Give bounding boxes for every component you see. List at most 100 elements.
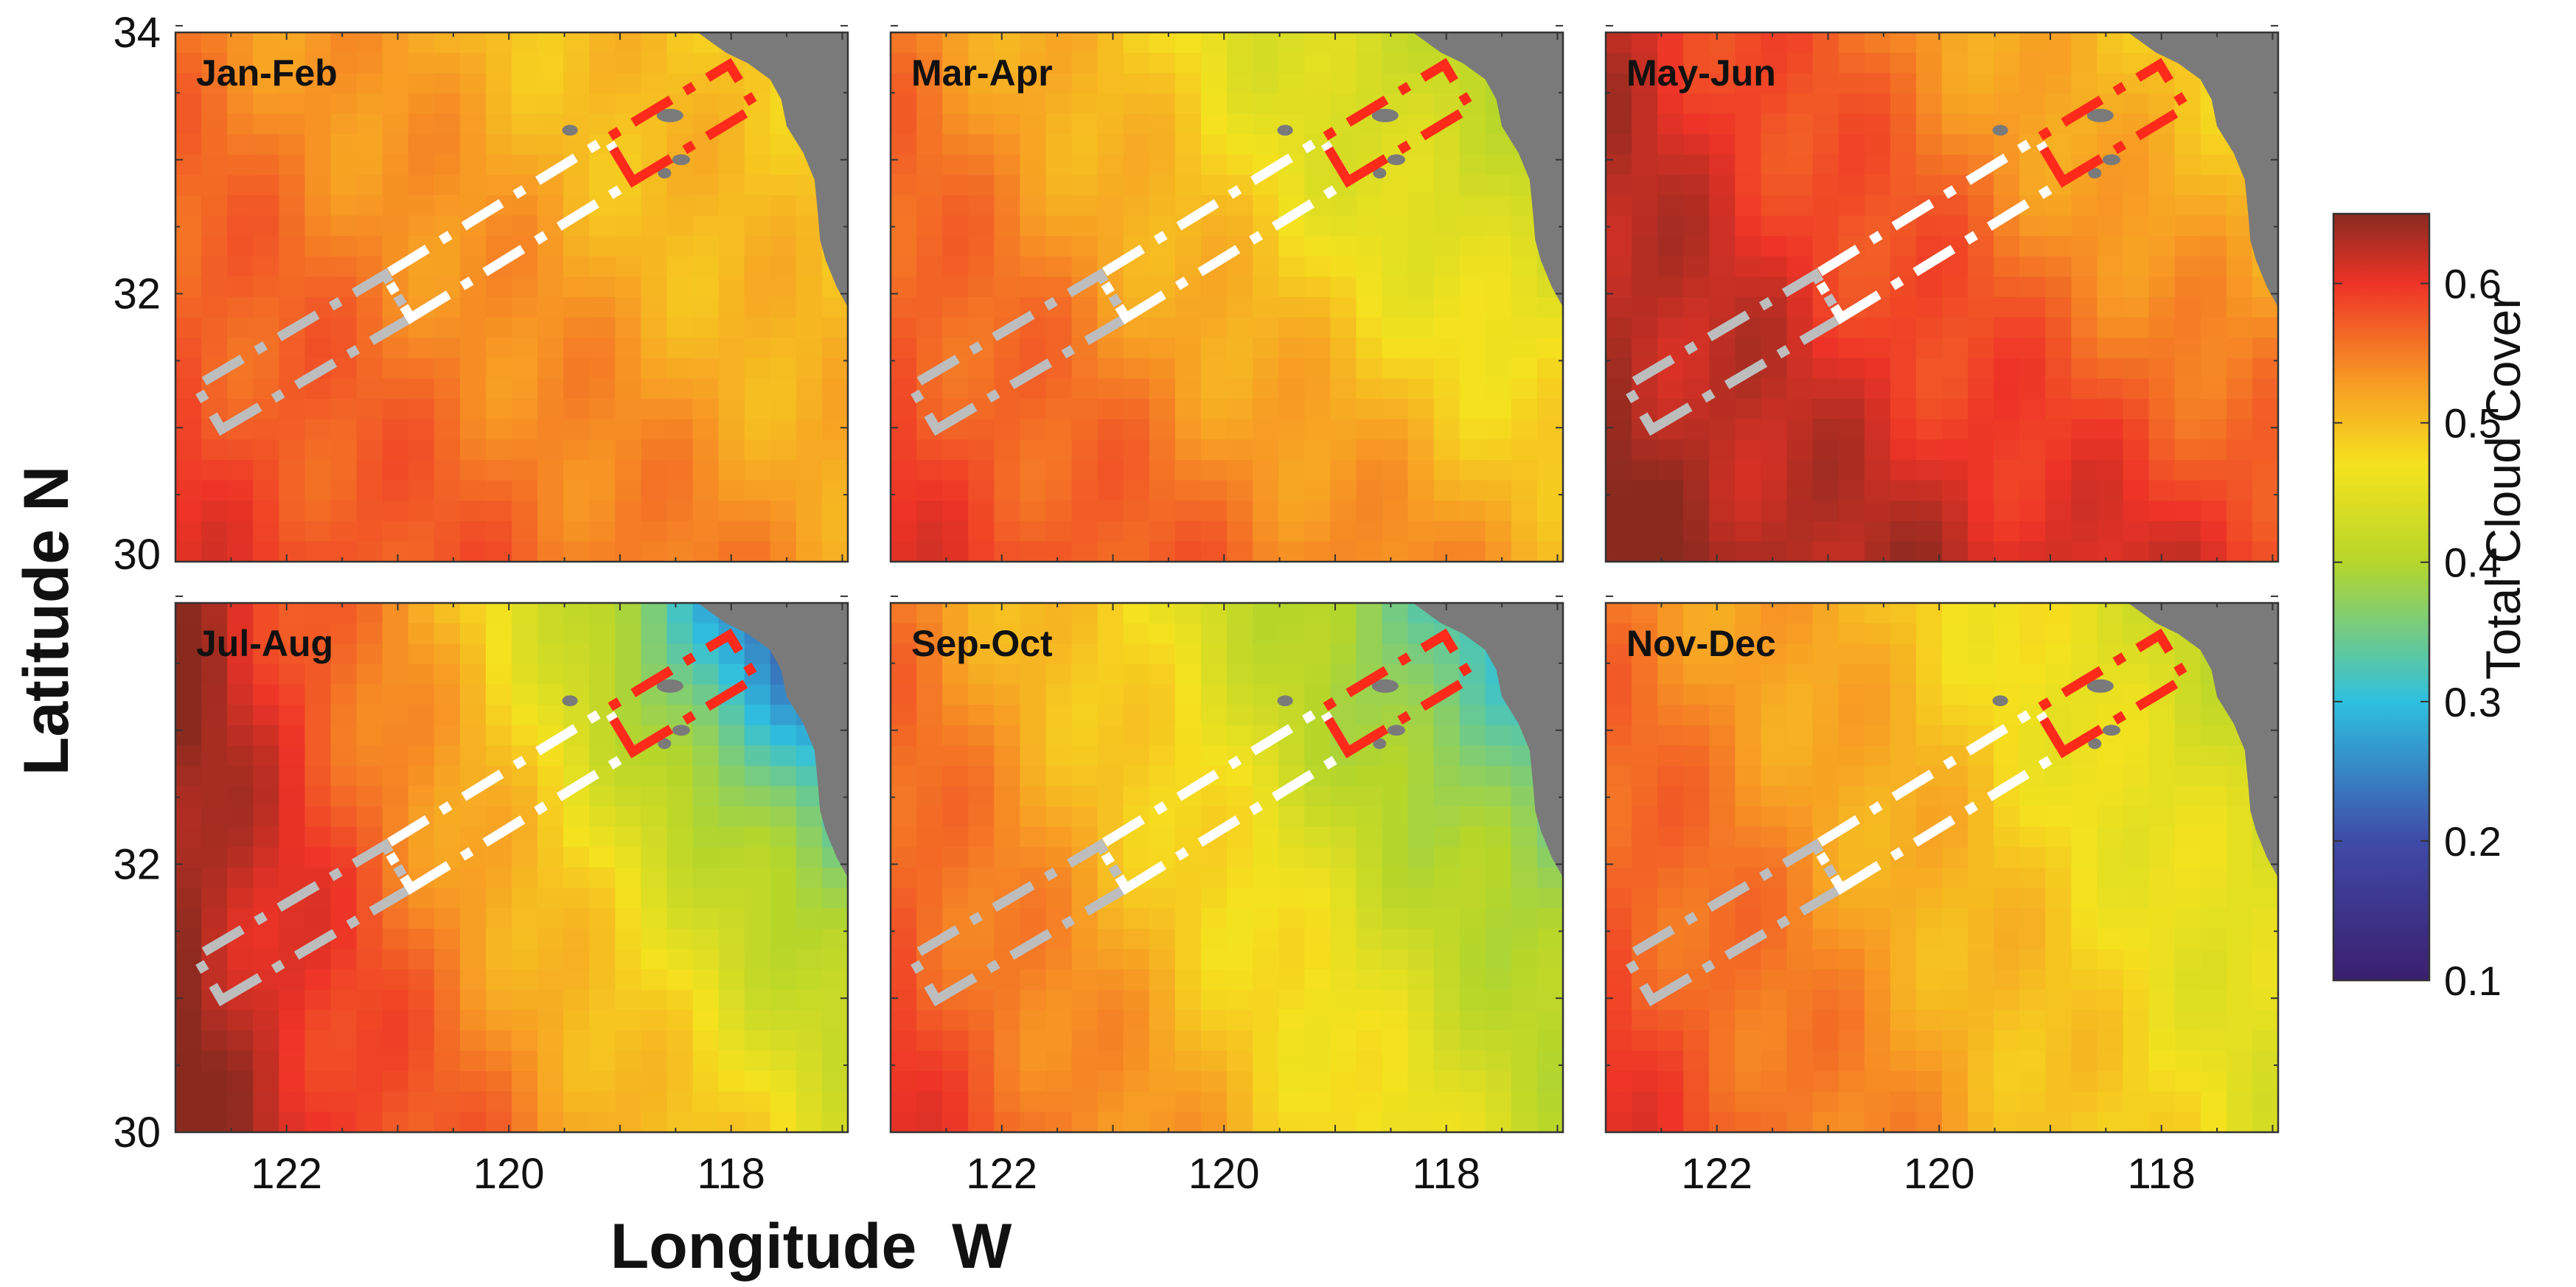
panel-jul-aug: Jul-Aug 122 120 118 32 30 [113,595,849,1198]
ticks [890,595,1563,1133]
colorbar-gradient [2332,212,2431,982]
transect [189,628,762,1007]
y-tick-label: 30 [113,531,161,579]
cloud-field [1606,32,2278,562]
transect-middle [1093,131,1355,325]
panel-title: Sep-Oct [911,623,1053,664]
land [697,603,848,878]
x-tick-label: 118 [2127,1150,2195,1198]
island [656,679,683,693]
x-tick-label: 120 [473,1150,545,1198]
island [2102,154,2120,165]
ticks [890,24,1563,562]
transect [905,628,1477,1007]
transect-nearshore [600,628,762,758]
transect-nearshore [1315,57,1477,188]
island [1992,125,2008,136]
island [2088,738,2102,750]
panel-sep-oct: Sep-Oct 122 120 118 [889,595,1564,1198]
transect-offshore [1620,268,1848,436]
transect-nearshore [2030,57,2193,188]
panel-nov-dec: Nov-Dec 122 120 118 [1604,595,2280,1198]
x-tick-label: 120 [1188,1150,1260,1198]
x-axis-label: Longitude W [610,1211,1012,1282]
transect-offshore [905,268,1132,436]
panel-frame [174,31,849,563]
cloud-field [175,603,848,1132]
colorbar-tick-label: 0.3 [2444,679,2502,725]
panel-frame [174,601,849,1134]
x-tick-label: 118 [1412,1150,1480,1198]
land [2128,603,2278,878]
panel-frame [889,31,1564,563]
colorbar: 0.1 0.2 0.3 0.4 0.5 0.6 [2332,212,2502,1004]
island [1373,738,1387,750]
transect-middle [1093,702,1355,896]
y-tick-label: 32 [113,271,161,318]
island [2086,679,2114,693]
ticks [175,595,848,1133]
island [1277,125,1293,136]
island [658,167,672,179]
island [658,738,672,750]
transect-middle [1808,131,2070,325]
x-tick-label: 118 [697,1150,765,1198]
island [1387,725,1405,736]
colorbar-tick-label: 0.6 [2444,261,2502,307]
panel-frame [1604,31,2280,563]
panel-title: Mar-Apr [911,52,1053,94]
y-tick-label: 32 [113,841,161,889]
y-tick-label: 34 [113,9,161,57]
island [1371,108,1399,122]
island [672,725,691,736]
transect-nearshore [2030,628,2193,758]
island [1373,167,1387,179]
panel-jan-feb: Jan-Feb 34 32 30 [113,9,849,579]
island [2088,167,2102,179]
island [1387,154,1405,165]
transect-offshore [189,838,417,1007]
island [1992,695,2008,706]
colorbar-tick-label: 0.5 [2444,400,2502,447]
transect-nearshore [1315,628,1477,758]
ticks [175,24,848,562]
panel-mar-apr: Mar-Apr [889,24,1564,563]
cloud-field [175,32,848,562]
island [2102,725,2120,736]
island [656,108,683,122]
transect-middle [377,702,640,896]
island [672,154,691,165]
island [2086,108,2114,122]
x-tick-label: 122 [966,1150,1037,1198]
transect-nearshore [600,57,762,188]
transect [1620,628,2193,1007]
panel-may-jun: May-Jun [1604,24,2280,563]
panels: Jan-Feb 34 32 30 Mar-Apr May-Jun Jul-Aug 122 120… [113,9,2280,1198]
x-tick-label: 122 [251,1150,322,1198]
transect-offshore [1620,838,1848,1007]
panel-title: May-Jun [1626,52,1776,94]
transect [905,57,1477,436]
cloud-field [1606,603,2278,1132]
colorbar-label: Total Cloud Cover [2476,293,2530,680]
panel-frame [1604,601,2280,1134]
transect-middle [1808,702,2070,896]
colorbar-tick-label: 0.4 [2444,540,2502,586]
x-tick-label: 120 [1904,1150,1975,1198]
x-tick-label: 122 [1681,1150,1752,1198]
ticks [1605,24,2278,562]
y-axis-label: Latitude N [11,466,82,775]
panel-title: Nov-Dec [1626,623,1776,664]
land [2128,32,2278,307]
transect [189,57,762,436]
y-tick-label: 30 [113,1109,161,1157]
colorbar-tick-label: 0.2 [2444,818,2502,865]
transect-middle [377,131,640,325]
island [1277,695,1293,706]
transect-offshore [905,838,1132,1007]
land [1413,603,1563,878]
transect [1620,57,2193,436]
panel-title: Jan-Feb [196,52,338,94]
cloud-field [891,603,1563,1132]
